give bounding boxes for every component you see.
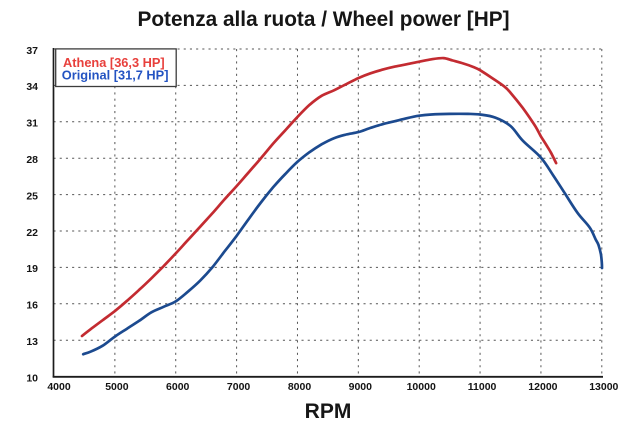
svg-text:Potenza alla ruota / Wheel pow: Potenza alla ruota / Wheel power [HP]	[137, 8, 509, 31]
svg-text:6000: 6000	[166, 381, 190, 393]
svg-text:16: 16	[26, 300, 38, 312]
svg-text:11000: 11000	[468, 381, 497, 393]
svg-text:13000: 13000	[589, 381, 618, 393]
svg-text:4000: 4000	[47, 381, 71, 393]
svg-text:28: 28	[26, 154, 38, 166]
svg-text:8000: 8000	[288, 381, 312, 393]
svg-text:Original [31,7 HP]: Original [31,7 HP]	[62, 68, 169, 83]
svg-text:RPM: RPM	[305, 400, 352, 423]
svg-text:19: 19	[26, 263, 38, 275]
svg-text:5000: 5000	[105, 381, 129, 393]
svg-text:Athena [36,3 HP]: Athena [36,3 HP]	[63, 55, 165, 70]
svg-text:12000: 12000	[528, 381, 557, 393]
svg-text:34: 34	[26, 81, 38, 93]
svg-text:37: 37	[26, 45, 38, 57]
svg-text:13: 13	[26, 336, 38, 348]
svg-text:25: 25	[26, 190, 38, 202]
svg-text:22: 22	[26, 227, 38, 239]
svg-text:31: 31	[26, 118, 38, 130]
svg-text:10: 10	[26, 372, 38, 384]
svg-text:9000: 9000	[349, 381, 373, 393]
svg-text:10000: 10000	[407, 381, 436, 393]
svg-text:7000: 7000	[227, 381, 251, 393]
